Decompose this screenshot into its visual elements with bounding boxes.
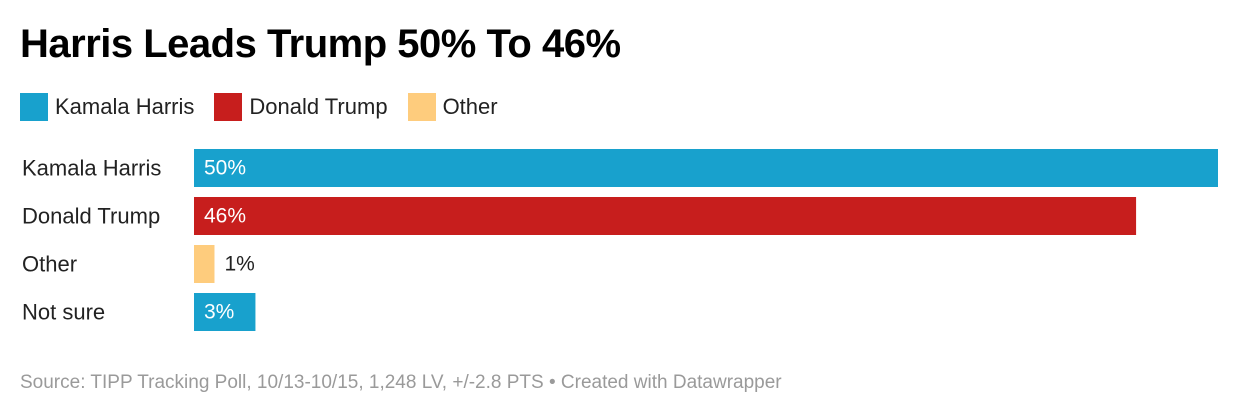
data-label: 3% bbox=[204, 301, 234, 324]
category-label: Other bbox=[22, 252, 77, 277]
category-label: Kamala Harris bbox=[22, 156, 161, 181]
data-label: 46% bbox=[204, 205, 246, 228]
legend-item-harris: Kamala Harris bbox=[20, 93, 194, 121]
bar bbox=[194, 197, 1137, 235]
bar bbox=[194, 293, 256, 331]
legend-item-other: Other bbox=[407, 93, 498, 121]
bar bbox=[194, 245, 215, 283]
bar bbox=[194, 149, 1218, 187]
category-label: Not sure bbox=[22, 300, 105, 325]
legend: Kamala Harris Donald Trump Other bbox=[20, 92, 518, 122]
legend-label-trump: Donald Trump bbox=[249, 94, 388, 119]
legend-swatch-other bbox=[407, 93, 436, 121]
legend-label-other: Other bbox=[442, 94, 498, 119]
legend-label-harris: Kamala Harris bbox=[55, 94, 195, 119]
source-footer: Source: TIPP Tracking Poll, 10/13-10/15,… bbox=[20, 372, 782, 393]
chart-title: Harris Leads Trump 50% To 46% bbox=[20, 22, 621, 66]
data-label: 50% bbox=[204, 157, 246, 180]
data-label: 1% bbox=[224, 253, 254, 276]
legend-swatch-harris bbox=[20, 93, 48, 121]
legend-item-trump: Donald Trump bbox=[214, 93, 388, 121]
bar-chart: Kamala Harris 50% Donald Trump 46% Other 1% No… bbox=[22, 149, 1218, 331]
legend-swatch-trump bbox=[214, 93, 243, 121]
category-label: Donald Trump bbox=[22, 204, 160, 229]
